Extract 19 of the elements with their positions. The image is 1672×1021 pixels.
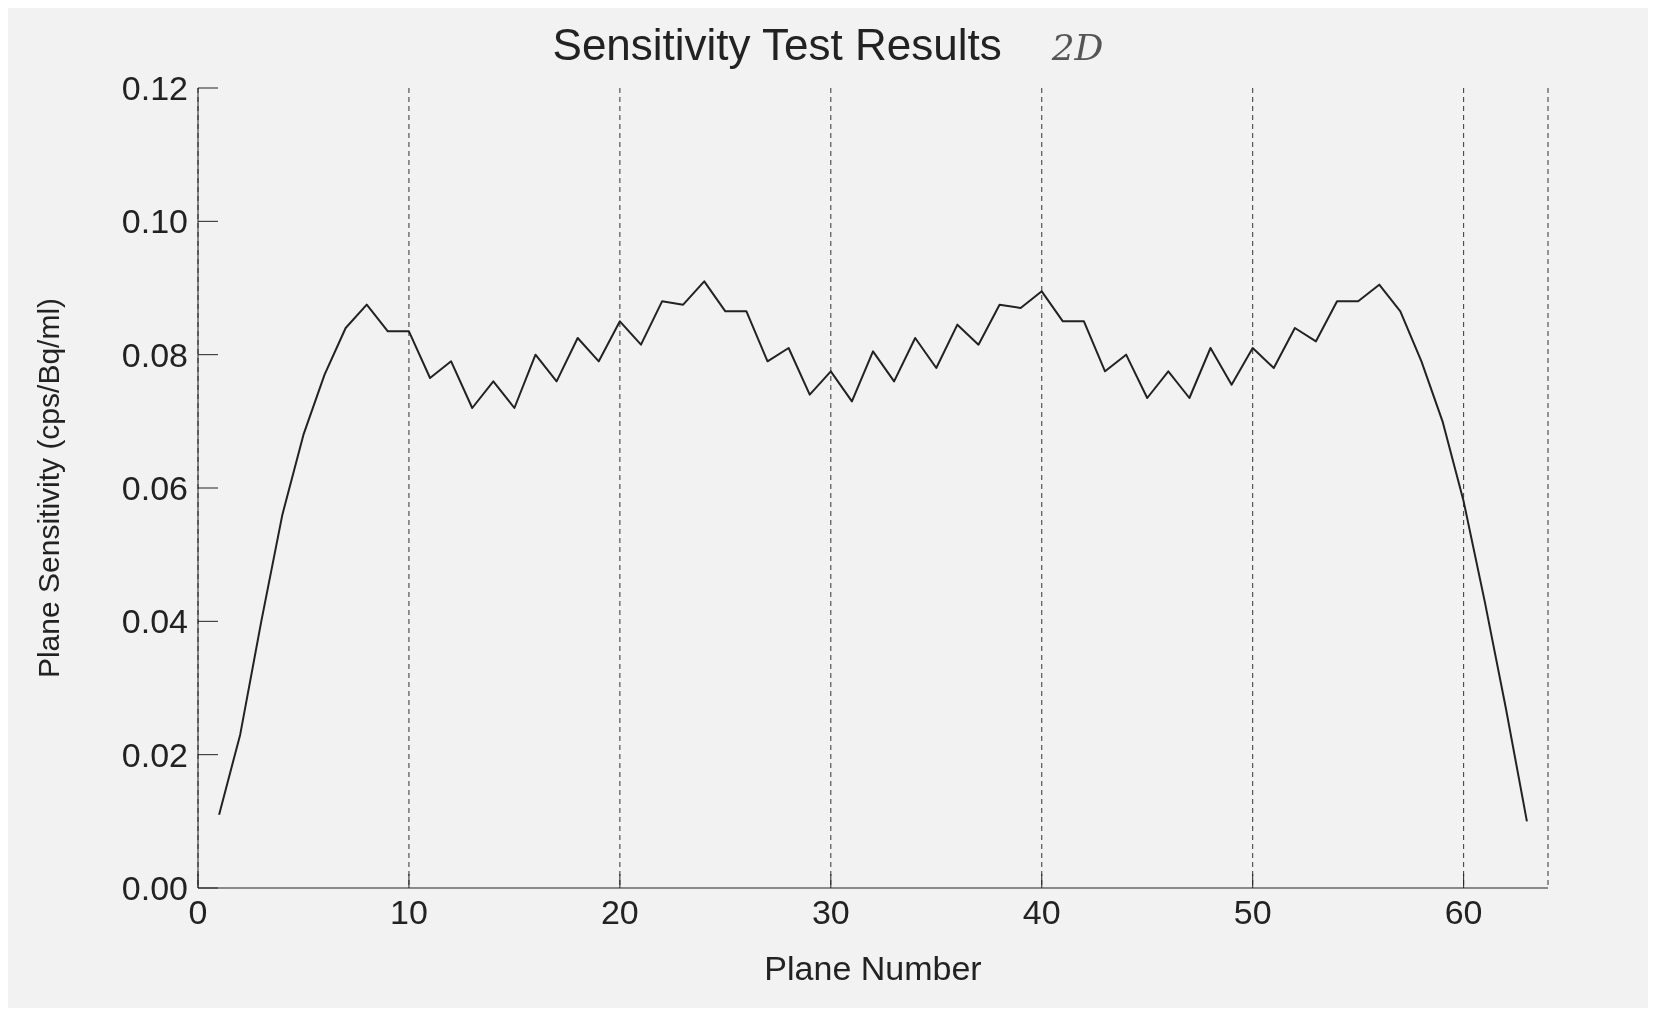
x-tick-label: 50 [1233,893,1272,932]
line-series [218,280,1528,823]
x-tick-label: 60 [1444,893,1483,932]
x-tick-label: 10 [390,893,428,932]
x-tick-label: 0 [188,893,208,932]
y-tick-label: 0.02 [121,735,188,774]
chart-title: Sensitivity Test Results [552,20,1002,69]
x-axis-title: Plane Number [764,949,982,987]
x-tick-label: 30 [811,893,850,932]
y-tick-label: 0.04 [121,602,188,641]
x-tick-label: 20 [600,893,639,932]
y-tick-label: 0.00 [121,869,188,908]
x-tick-label: 40 [1022,893,1061,932]
y-tick-label: 0.12 [121,69,188,108]
y-tick-label: 0.10 [121,202,188,241]
y-tick-label: 0.08 [121,335,188,374]
y-axis-title: Plane Sensitivity (cps/Bq/ml) [31,297,65,679]
y-tick-label: 0.06 [121,469,188,508]
text: 2D [1051,27,1104,68]
